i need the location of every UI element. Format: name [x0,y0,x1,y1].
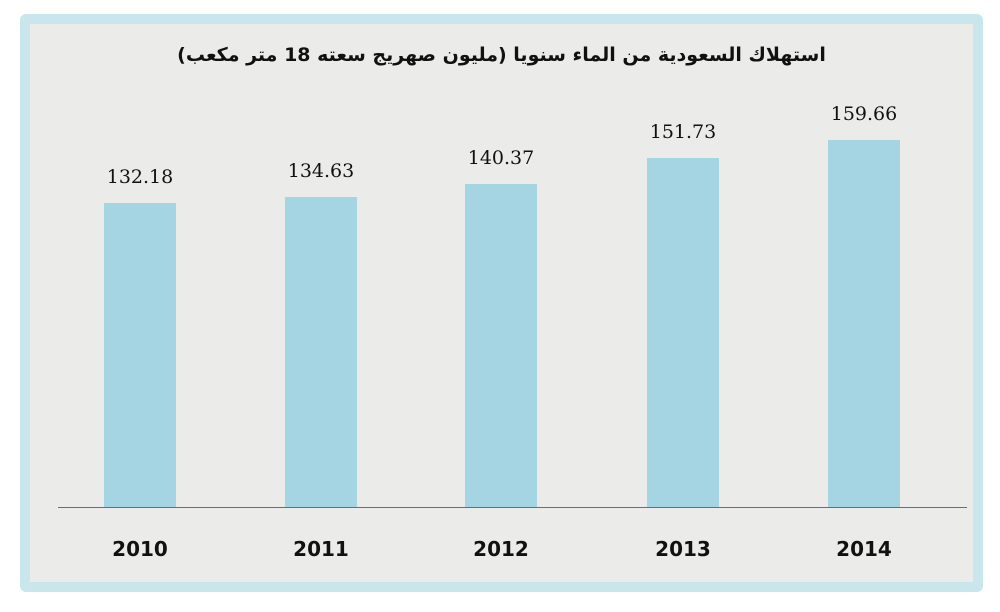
value-label-2013: 151.73 [649,121,717,143]
x-tick-2010: 2010 [112,537,168,561]
value-label-2014: 159.66 [830,103,898,125]
x-axis-line [58,507,967,508]
value-label-2012: 140.37 [467,147,535,169]
bar-2012 [465,184,537,507]
chart-frame: استهلاك السعودية من الماء سنويا (مليون ص… [20,14,983,592]
bar-2010 [104,203,176,507]
x-tick-2013: 2013 [655,537,711,561]
bar-2011 [285,197,357,507]
bar-2014 [828,140,900,507]
bar-2013 [647,158,719,507]
x-tick-2012: 2012 [473,537,529,561]
chart-title: استهلاك السعودية من الماء سنويا (مليون ص… [177,44,826,66]
x-tick-2011: 2011 [293,537,349,561]
value-label-2010: 132.18 [106,166,174,188]
value-label-2011: 134.63 [287,160,355,182]
x-tick-2014: 2014 [836,537,892,561]
